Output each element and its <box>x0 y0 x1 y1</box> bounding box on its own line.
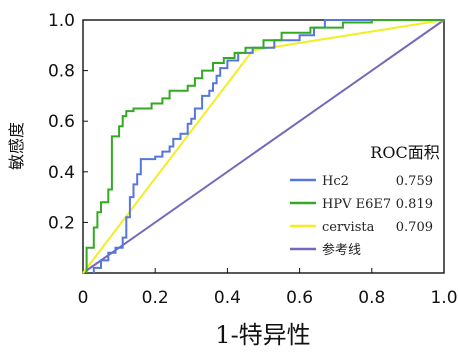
x-tick-label: 0.4 <box>214 288 241 308</box>
legend-series-name: 参考线 <box>322 242 361 258</box>
x-tick-label: 0.6 <box>286 288 313 308</box>
legend-series-name: cervista <box>322 220 375 235</box>
legend-auc-value: 0.709 <box>396 220 433 235</box>
series-line-3 <box>82 19 445 274</box>
series-layer <box>82 19 445 274</box>
y-tick-label: 0.8 <box>48 62 75 82</box>
y-tick-label: 0.2 <box>48 213 75 233</box>
plot-frame <box>82 19 445 274</box>
y-axis-label: 敏感度 <box>7 122 26 170</box>
legend-title: ROC面积 <box>370 143 439 162</box>
series-line-0 <box>92 19 444 273</box>
y-tick-label: 1.0 <box>48 11 75 31</box>
x-tick-label: 0.8 <box>358 288 385 308</box>
series-line-1 <box>85 19 444 273</box>
x-axis-label: 1-特异性 <box>215 321 310 349</box>
legend-auc-value: 0.759 <box>396 174 433 189</box>
x-tick-label: 0 <box>78 288 89 308</box>
y-tick-label: 0.4 <box>48 163 75 183</box>
legend-auc-value: 0.819 <box>396 197 433 212</box>
legend-series-name: HPV E6E7 <box>322 197 391 212</box>
x-tick-label: 1.0 <box>430 288 457 308</box>
legend-series-name: Hc2 <box>322 174 349 189</box>
x-tick-label: 0.2 <box>142 288 169 308</box>
legend: ROC面积 Hc2 0.759 HPV E6E7 0.819 cervista 0.709… <box>290 143 440 258</box>
axis-ticks: 0 0.2 0.4 0.6 0.8 1.0 0.2 0.4 0.6 0.8 1.0 <box>48 11 458 308</box>
y-tick-label: 0.6 <box>48 112 75 132</box>
